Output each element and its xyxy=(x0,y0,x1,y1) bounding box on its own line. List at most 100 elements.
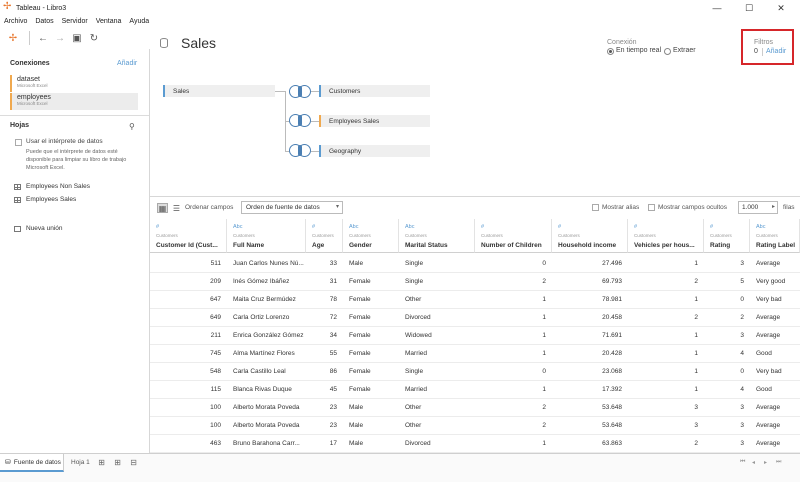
show-hidden-checkbox[interactable] xyxy=(648,204,655,211)
sheet-employees-sales[interactable]: Employees Sales xyxy=(14,196,76,203)
save-icon[interactable]: ▣ xyxy=(72,32,82,44)
column-name: Age xyxy=(312,242,325,249)
table-cell: 511 xyxy=(210,260,221,267)
extract-radio[interactable] xyxy=(664,48,671,55)
search-icon[interactable]: ⚲ xyxy=(129,122,135,131)
sort-fields-select[interactable]: Orden de fuente de datos ▾ xyxy=(241,201,343,214)
tab-sheet-1[interactable]: Hoja 1 xyxy=(71,459,90,466)
menu-archivo[interactable]: Archivo xyxy=(4,18,28,25)
table-cell: Very bad xyxy=(756,296,782,303)
table-employees-sales[interactable]: Employees Sales xyxy=(319,115,430,127)
table-cell: 2 xyxy=(542,278,546,285)
table-cell: 53.648 xyxy=(602,422,622,429)
field-type-icon[interactable]: Abc xyxy=(405,224,415,230)
add-filter-link[interactable]: Añadir xyxy=(766,48,787,55)
live-radio[interactable] xyxy=(607,48,614,55)
show-hidden-label: Mostrar campos ocultos xyxy=(658,204,727,211)
column-header[interactable]: # Customers Rating xyxy=(704,219,750,253)
field-type-icon[interactable]: # xyxy=(312,224,316,230)
database-icon: ⛁ xyxy=(5,459,11,466)
column-source: Customers xyxy=(634,233,656,238)
field-type-icon[interactable]: Abc xyxy=(349,224,359,230)
rows-input[interactable]: 1.000 ▸ xyxy=(738,201,778,214)
join-line xyxy=(275,91,285,92)
join-line xyxy=(285,121,289,122)
field-type-icon[interactable]: # xyxy=(481,224,485,230)
minimize-button[interactable]: — xyxy=(712,3,722,13)
show-alias-checkbox[interactable] xyxy=(592,204,599,211)
column-header[interactable]: # Customers Number of Children xyxy=(475,219,552,253)
back-arrow-icon[interactable]: ← xyxy=(38,32,48,44)
menu-servidor[interactable]: Servidor xyxy=(61,18,88,25)
new-story-icon[interactable]: ⊟ xyxy=(130,457,137,467)
window-title: Tableau - Libro3 xyxy=(16,4,67,12)
refresh-icon[interactable]: ↻ xyxy=(89,32,99,44)
column-header[interactable]: # Customers Household income xyxy=(552,219,628,253)
add-connection-link[interactable]: Añadir xyxy=(117,60,138,67)
sheet-grid-icon xyxy=(14,196,21,203)
column-header[interactable]: # Customers Customer Id (Cust... xyxy=(150,219,227,253)
table-cell: 55 xyxy=(329,350,337,357)
new-union-item[interactable]: Nueva unión xyxy=(14,225,63,232)
column-header[interactable]: Abc Customers Gender xyxy=(343,219,399,253)
inner-join-icon[interactable] xyxy=(289,114,311,127)
new-sheet-icon[interactable]: ⊞ xyxy=(98,457,105,467)
table-cell: 27.496 xyxy=(602,260,622,267)
forward-arrow-icon[interactable]: → xyxy=(55,32,65,44)
table-cell: 1 xyxy=(542,440,546,447)
prev-page-icon[interactable]: ◂ xyxy=(752,460,756,466)
interpreter-checkbox[interactable] xyxy=(15,139,22,146)
table-cell: Female xyxy=(349,278,371,285)
new-dashboard-icon[interactable]: ⊞ xyxy=(114,457,121,467)
list-view-icon[interactable]: ☰ xyxy=(172,203,181,213)
field-type-icon[interactable]: Abc xyxy=(756,224,766,230)
sheet-employees-non-sales[interactable]: Employees Non Sales xyxy=(14,183,90,190)
inner-join-icon[interactable] xyxy=(289,85,311,98)
connection-name: dataset xyxy=(17,76,40,83)
column-header[interactable]: Abc Customers Full Name xyxy=(227,219,306,253)
column-header[interactable]: Abc Customers Marital Status xyxy=(399,219,475,253)
menu-ventana[interactable]: Ventana xyxy=(95,18,122,25)
last-page-icon[interactable]: ⏭ xyxy=(776,459,782,465)
connection-type: Microsoft Excel xyxy=(17,101,48,106)
connection-dataset[interactable]: dataset Microsoft Excel xyxy=(10,75,138,92)
field-type-icon[interactable]: # xyxy=(634,224,638,230)
sheet-grid-icon xyxy=(14,183,21,190)
field-type-icon[interactable]: Abc xyxy=(233,224,243,230)
next-page-icon[interactable]: ▸ xyxy=(764,460,768,466)
grid-view-icon[interactable]: ▦ xyxy=(157,203,168,213)
table-label: Geography xyxy=(329,147,362,155)
table-geography[interactable]: Geography xyxy=(319,145,430,157)
tableau-home-icon[interactable]: ✢ xyxy=(8,32,18,44)
data-source-sidebar: Conexiones Añadir dataset Microsoft Exce… xyxy=(0,49,150,453)
interpreter-label: Usar el intérprete de datos xyxy=(26,138,103,145)
table-cell: Good xyxy=(756,350,772,357)
table-sales[interactable]: Sales xyxy=(163,85,275,97)
inner-join-icon[interactable] xyxy=(289,144,311,157)
table-cell: 2 xyxy=(542,404,546,411)
menu-datos[interactable]: Datos xyxy=(35,18,54,25)
sheet-label: Employees Sales xyxy=(26,196,77,203)
tab-data-source[interactable]: ⛁ Fuente de datos xyxy=(0,454,64,472)
close-button[interactable]: ✕ xyxy=(777,2,785,13)
menu-ayuda[interactable]: Ayuda xyxy=(129,18,150,25)
maximize-button[interactable]: ☐ xyxy=(744,2,754,13)
column-header[interactable]: # Customers Age xyxy=(306,219,343,253)
table-row: 511 Juan Carlos Nunes Nú... 33 Male Single 0 2… xyxy=(150,255,800,273)
field-type-icon[interactable]: # xyxy=(156,224,160,230)
column-header[interactable]: Abc Customers Rating Label xyxy=(750,219,800,253)
table-cell: Single xyxy=(405,278,424,285)
table-customers[interactable]: Customers xyxy=(319,85,430,97)
connection-employees[interactable]: employees Microsoft Excel xyxy=(10,93,138,110)
data-source-title[interactable]: Sales xyxy=(181,35,217,51)
field-type-icon[interactable]: # xyxy=(558,224,562,230)
table-cell: 4 xyxy=(740,386,744,393)
first-page-icon[interactable]: ⏮ xyxy=(740,459,746,465)
table-cell: Male xyxy=(349,404,364,411)
table-cell: Other xyxy=(405,422,422,429)
column-header[interactable]: # Customers Vehicles per hous... xyxy=(628,219,704,253)
table-cell: 0 xyxy=(542,368,546,375)
field-type-icon[interactable]: # xyxy=(710,224,714,230)
tableau-logo-icon xyxy=(3,1,12,12)
column-name: Vehicles per hous... xyxy=(634,242,695,249)
